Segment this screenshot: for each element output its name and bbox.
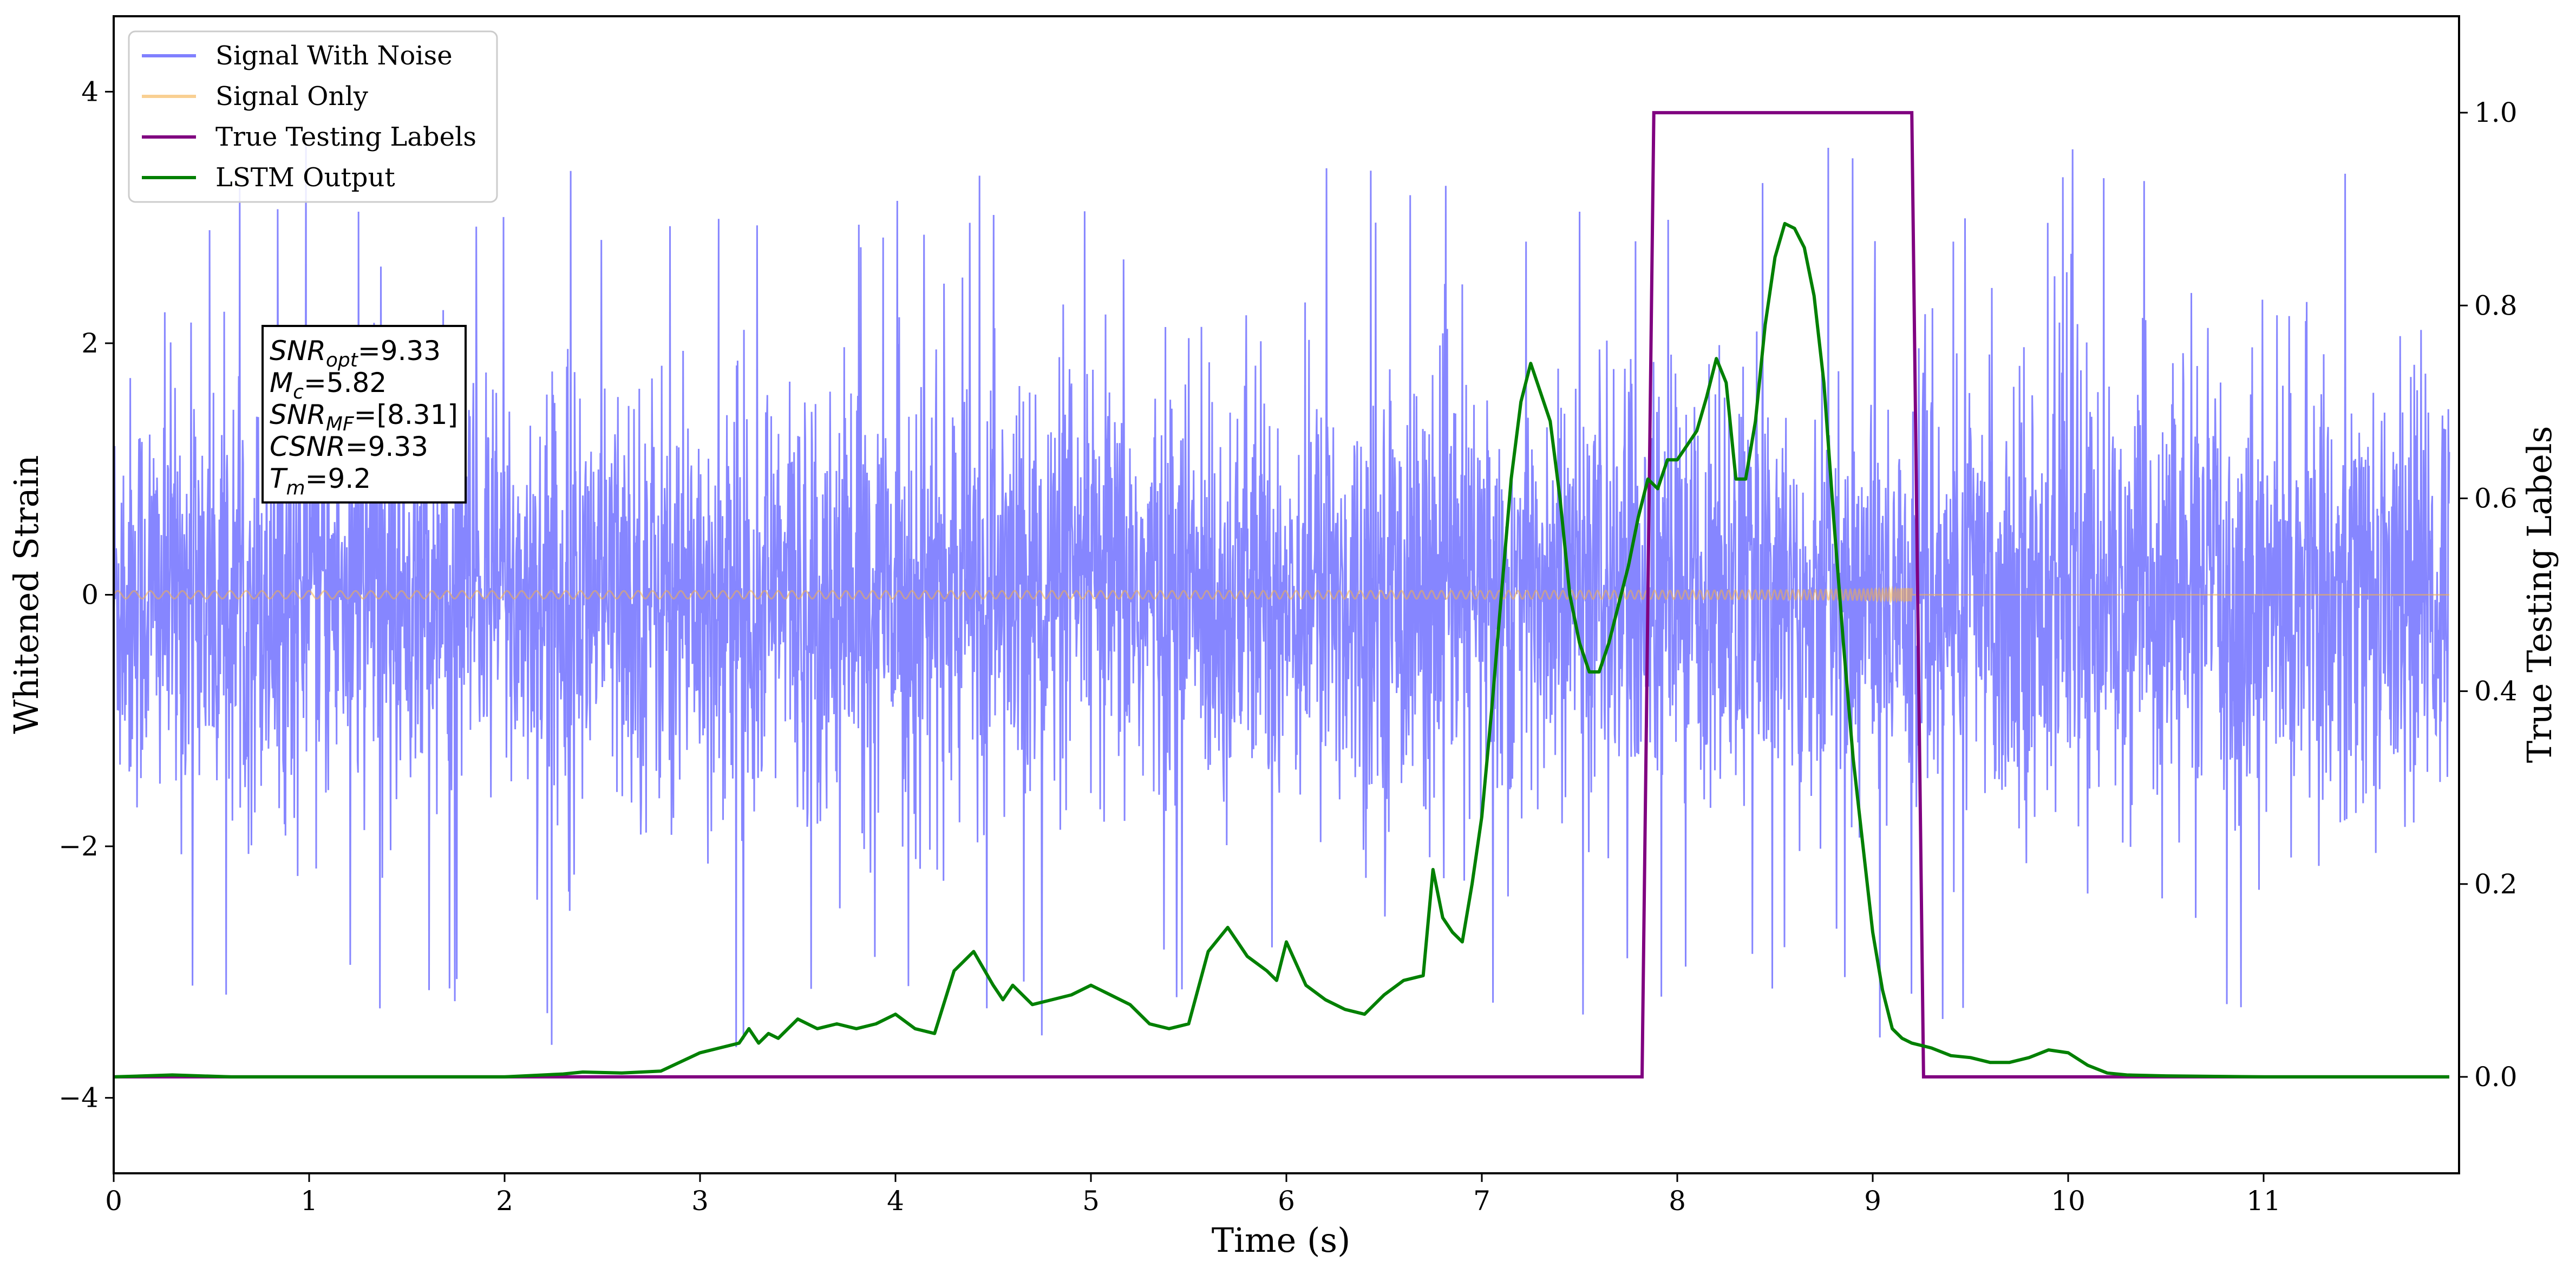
y-axis-right-label: True Testing Labels [2520, 426, 2559, 763]
legend-label: True Testing Labels [215, 122, 476, 152]
annotation-line: CSNR=9.33 [270, 431, 428, 462]
x-tick-label: 1 [300, 1185, 318, 1217]
annotation-line: Mc=5.82 [270, 367, 387, 403]
x-tick-label: 4 [887, 1185, 904, 1217]
y-tick-label: 2 [81, 328, 99, 359]
x-tick-label: 11 [2246, 1185, 2281, 1217]
x-tick-label: 0 [105, 1185, 122, 1217]
signal-only-line [113, 585, 2449, 604]
y-right-tick-label: 0.2 [2474, 868, 2518, 900]
y-right-tick-label: 0.4 [2474, 676, 2518, 707]
legend-label: Signal Only [215, 81, 368, 112]
annotation-line: SNRMF=[8.31] [270, 399, 458, 435]
noise-line [113, 145, 2450, 1048]
legend-label: LSTM Output [215, 162, 395, 193]
y-tick-label: −4 [58, 1082, 99, 1114]
x-tick-label: 9 [1864, 1185, 1881, 1217]
series-signal-with-noise [113, 145, 2450, 1048]
annotation-line: Tm=9.2 [270, 463, 371, 499]
true-labels-line [114, 111, 2449, 1079]
y-tick-label: 0 [81, 579, 99, 611]
y-axis-left: −4 −2 0 2 4 [58, 76, 114, 1114]
series-true-testing-labels [114, 111, 2449, 1079]
annotation-line: SNRopt=9.33 [270, 335, 441, 371]
x-tick-label: 5 [1082, 1185, 1100, 1217]
y-axis-label: Whitened Strain [6, 455, 46, 734]
series-lstm-output [113, 221, 2449, 1079]
y-tick-label: −2 [58, 831, 99, 862]
y-right-tick-label: 0.0 [2474, 1061, 2518, 1093]
legend-label: Signal With Noise [215, 41, 453, 71]
x-axis-label: Time (s) [1212, 1220, 1351, 1260]
annotation-box: SNRopt=9.33Mc=5.82SNRMF=[8.31]CSNR=9.33T… [261, 325, 467, 504]
legend-frame [128, 30, 498, 203]
x-axis: 0 1 2 3 4 5 6 7 8 9 10 11 [105, 1173, 2281, 1217]
x-tick-label: 7 [1473, 1185, 1490, 1217]
series-signal-only [113, 585, 2449, 604]
x-tick-label: 3 [691, 1185, 709, 1217]
plot-area [113, 111, 2450, 1079]
y-axis-right: 0.0 0.2 0.4 0.6 0.8 1.0 [2459, 97, 2518, 1093]
y-right-tick-label: 0.8 [2474, 290, 2518, 321]
legend: Signal With Noise Signal Only True Testing… [128, 30, 498, 203]
x-tick-label: 8 [1669, 1185, 1686, 1217]
x-tick-label: 2 [496, 1185, 513, 1217]
y-right-tick-label: 1.0 [2474, 97, 2518, 128]
x-tick-label: 10 [2051, 1185, 2085, 1217]
x-tick-label: 6 [1278, 1185, 1295, 1217]
y-right-tick-label: 0.6 [2474, 482, 2518, 514]
annotation-frame [261, 325, 467, 504]
y-tick-label: 4 [81, 76, 99, 107]
lstm-output-line [113, 221, 2449, 1079]
